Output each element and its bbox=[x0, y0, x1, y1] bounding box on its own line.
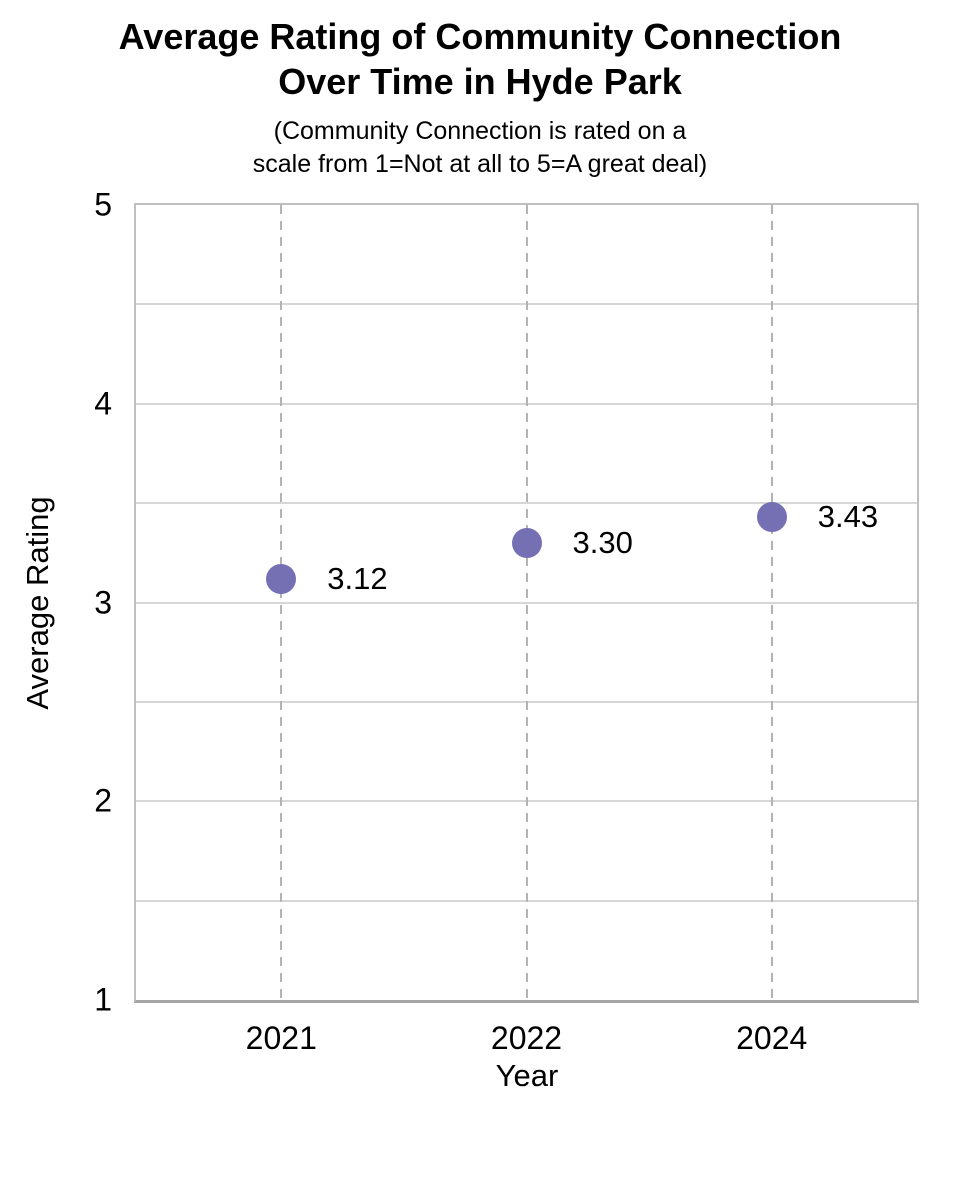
data-label: 3.30 bbox=[572, 524, 633, 560]
data-point bbox=[756, 502, 787, 533]
data-label: 3.12 bbox=[327, 560, 388, 596]
chart-title-line2: Over Time in Hyde Park bbox=[278, 61, 682, 102]
data-label: 3.43 bbox=[817, 499, 879, 535]
x-tick-label: 2021 bbox=[245, 1020, 317, 1056]
vertical-gridline bbox=[280, 205, 283, 1000]
x-axis-tick-labels: 2021 2022 2024 bbox=[0, 1020, 960, 1060]
x-tick-label: 2024 bbox=[736, 1020, 808, 1056]
y-tick-label: 4 bbox=[94, 385, 112, 422]
chart-subtitle-line1: (Community Connection is rated on a bbox=[273, 117, 687, 145]
x-tick-label: 2022 bbox=[490, 1020, 563, 1056]
chart-subtitle-line2: scale from 1=Not at all to 5=A great dea… bbox=[252, 150, 708, 178]
chart-title-line1: Average Rating of Community Connection bbox=[118, 16, 842, 57]
chart-title: Average Rating of Community Connection O… bbox=[0, 14, 960, 104]
y-axis-tick-labels: 5 4 3 2 1 bbox=[0, 0, 112, 1100]
data-point bbox=[511, 527, 542, 558]
chart-subtitle: (Community Connection is rated on a scal… bbox=[0, 115, 960, 181]
y-tick-label: 3 bbox=[94, 584, 112, 620]
plot-area: 3.12 3.30 3.43 bbox=[134, 203, 919, 1003]
y-tick-label: 5 bbox=[94, 186, 112, 223]
data-point bbox=[266, 563, 297, 594]
vertical-gridline bbox=[770, 205, 773, 1000]
y-tick-label: 2 bbox=[94, 782, 112, 819]
y-tick-label: 1 bbox=[94, 981, 112, 1018]
x-axis-title: Year bbox=[495, 1058, 559, 1093]
vertical-gridline bbox=[525, 205, 528, 1000]
